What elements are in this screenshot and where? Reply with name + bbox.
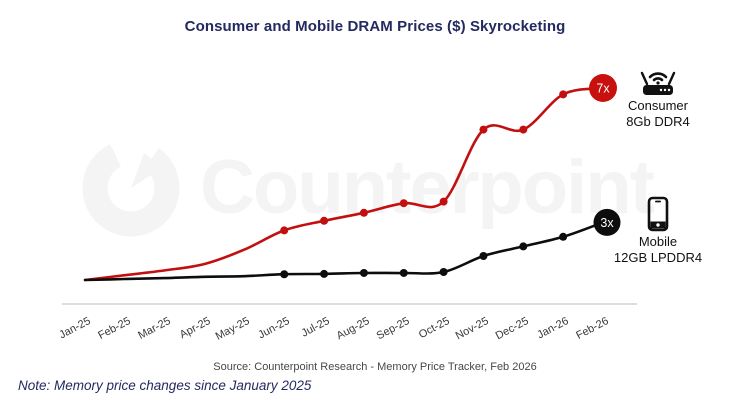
data-point-marker — [399, 199, 408, 208]
data-point-marker — [280, 270, 289, 279]
source-text: Source: Counterpoint Research - Memory P… — [213, 361, 537, 373]
data-point-marker — [280, 226, 289, 235]
data-point-marker — [479, 252, 488, 260]
data-point-marker — [359, 208, 368, 217]
legend-mobile-line1: Mobile — [638, 234, 678, 249]
data-point-marker — [399, 268, 408, 277]
multiplier-badge-label: 7x — [596, 82, 610, 96]
data-point-marker — [439, 197, 448, 206]
data-point-marker — [559, 90, 568, 99]
data-point-marker — [559, 232, 568, 241]
legend-mobile-line2: 12GB LPDDR4 — [613, 250, 703, 265]
legend-consumer: Consumer 8Gb DDR4 — [604, 60, 712, 130]
legend-consumer-line2: 8Gb DDR4 — [626, 114, 690, 129]
data-point-marker — [359, 268, 368, 277]
note-text: Note: Memory price changes since January… — [18, 378, 312, 393]
data-point-marker — [479, 125, 488, 134]
chart-title: Consumer and Mobile DRAM Prices ($) Skyr… — [184, 18, 566, 35]
legend-mobile: Mobile 12GB LPDDR4 — [604, 196, 712, 266]
multiplier-badge-label: 3x — [600, 216, 614, 230]
consumer-multiplier-badge — [589, 74, 617, 102]
data-point-marker — [519, 242, 528, 251]
series-line-consumer — [83, 86, 605, 282]
data-point-marker — [320, 269, 329, 278]
legend-consumer-line1: Consumer — [628, 98, 688, 113]
smartphone-icon — [647, 196, 669, 232]
data-point-marker — [519, 125, 528, 134]
wifi-router-icon — [640, 71, 676, 95]
data-point-marker — [439, 268, 448, 276]
mobile-multiplier-badge — [593, 208, 621, 236]
data-point-marker — [320, 216, 329, 225]
